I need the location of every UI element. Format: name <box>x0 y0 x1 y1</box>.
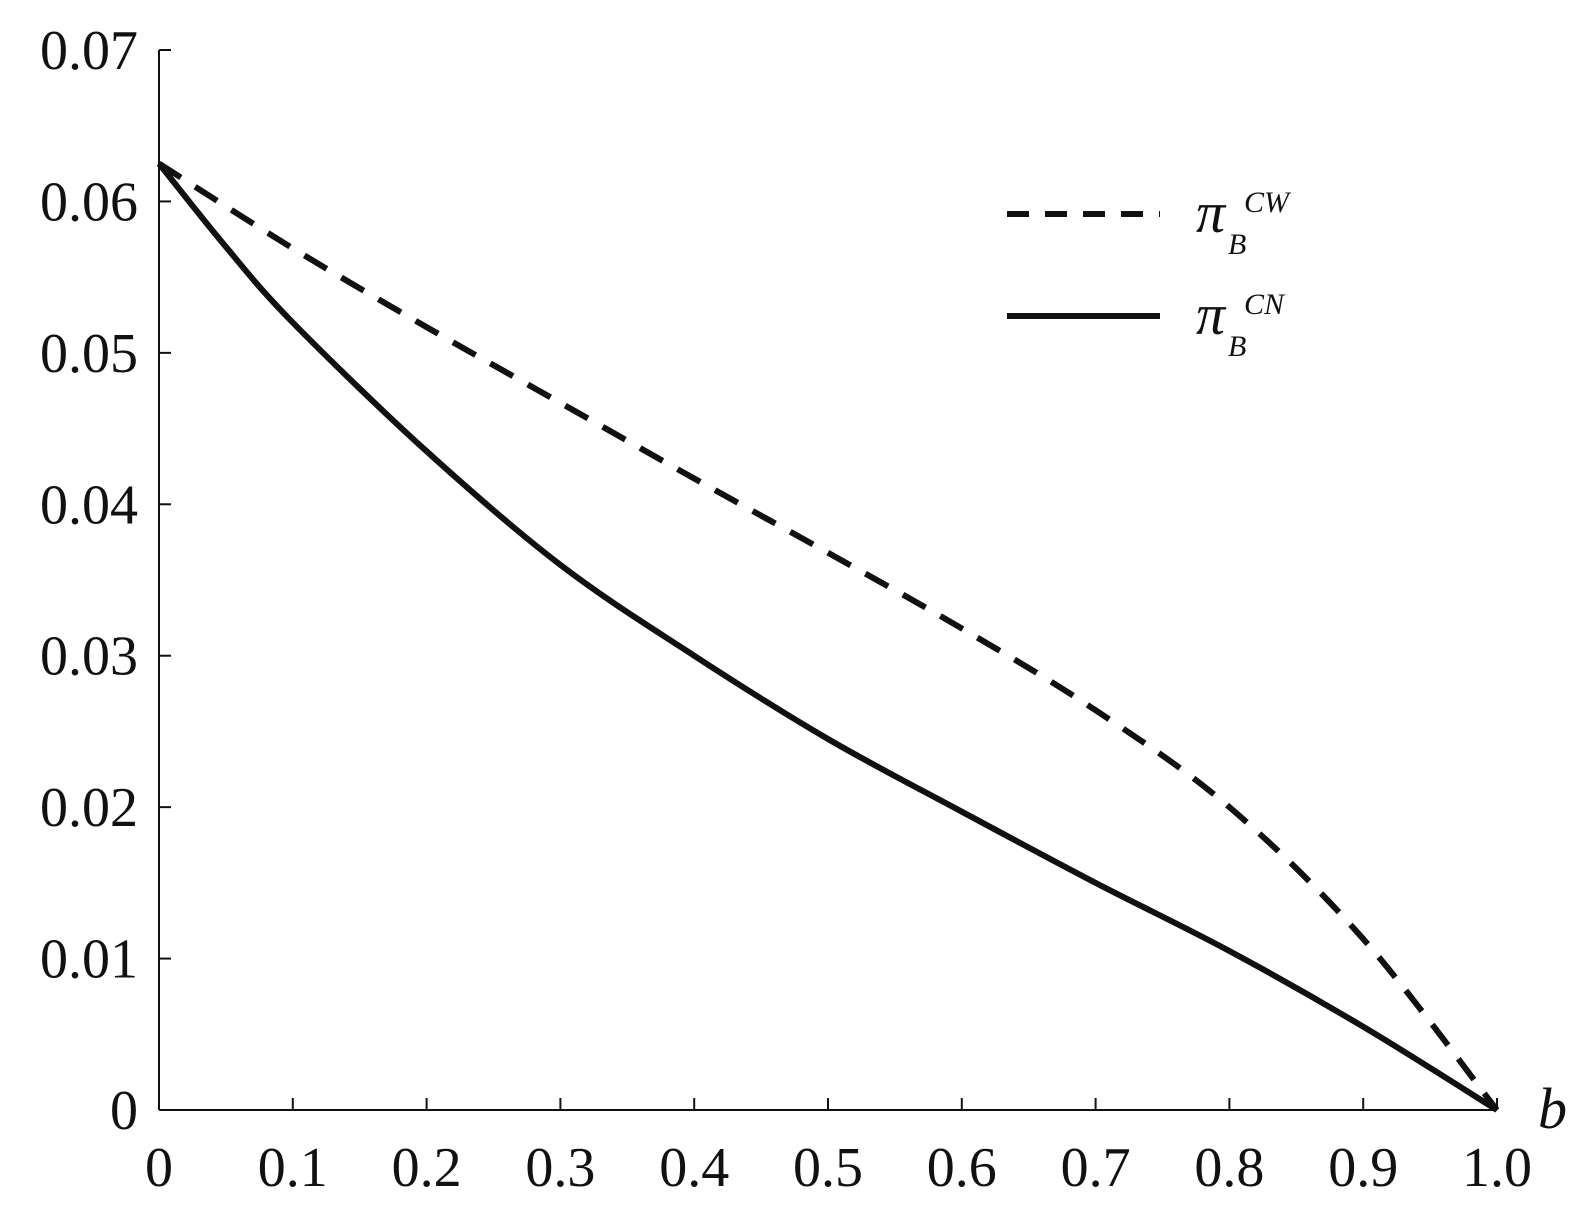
x-tick-label: 0.1 <box>258 1137 328 1199</box>
axes <box>158 50 1497 1111</box>
series-layer <box>156 161 1500 1113</box>
x-axis-ticks: 0 0.1 0.2 0.3 0.4 0.5 0.6 0.7 0.8 0.9 1.0 <box>145 1098 1532 1199</box>
y-tick-label: 0 <box>110 1080 138 1142</box>
y-tick-label: 0.05 <box>40 323 138 385</box>
legend-subscript: B <box>1228 228 1246 261</box>
y-axis-ticks: 0 0.01 0.02 0.03 0.04 0.05 0.06 0.07 <box>40 20 171 1142</box>
legend-symbol: π <box>1196 282 1227 347</box>
x-axis-label: b <box>1538 1076 1567 1141</box>
y-tick-label: 0.02 <box>40 777 138 839</box>
x-tick-label: 0 <box>145 1137 173 1199</box>
x-tick-label: 0.8 <box>1194 1137 1264 1199</box>
y-tick-label: 0.03 <box>40 626 138 688</box>
y-tick-label: 0.04 <box>40 474 138 536</box>
x-tick-label: 1.0 <box>1462 1137 1532 1199</box>
x-tick-label: 0.2 <box>392 1137 462 1199</box>
series-line-cn <box>156 161 1499 1113</box>
y-tick-label: 0.07 <box>40 20 138 82</box>
y-tick-label: 0.01 <box>40 929 138 991</box>
y-tick-label: 0.06 <box>40 171 138 233</box>
legend-symbol: π <box>1196 180 1227 245</box>
x-tick-label: 0.7 <box>1061 1137 1131 1199</box>
x-tick-label: 0.3 <box>525 1137 595 1199</box>
series-line-cw <box>157 161 1500 1112</box>
x-tick-label: 0.4 <box>659 1137 729 1199</box>
x-tick-label: 0.9 <box>1328 1137 1398 1199</box>
legend-subscript: B <box>1228 330 1246 363</box>
x-tick-label: 0.6 <box>927 1137 997 1199</box>
legend-superscript: CN <box>1244 288 1286 321</box>
x-tick-label: 0.5 <box>793 1137 863 1199</box>
legend-superscript: CW <box>1244 186 1292 219</box>
